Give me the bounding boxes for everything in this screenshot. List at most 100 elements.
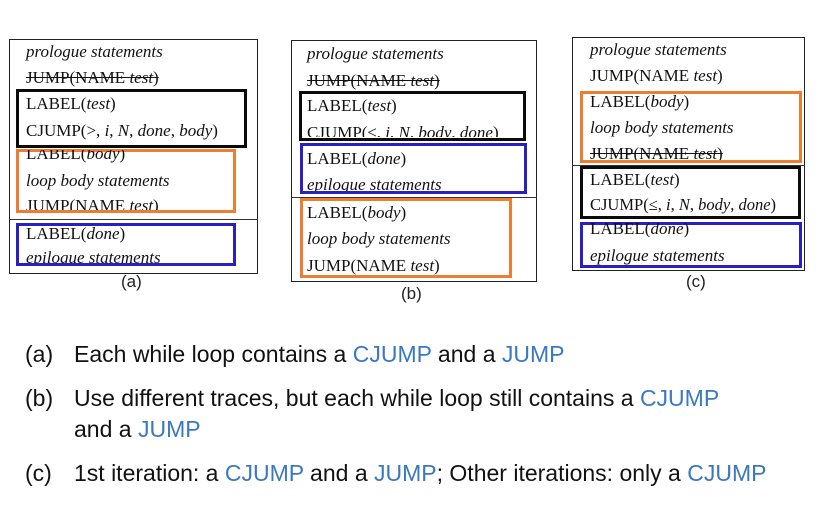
jump-close: ) — [434, 256, 440, 275]
jump-close: ) — [717, 144, 723, 160]
cjump-false-target: body — [179, 121, 213, 140]
label-arg: test — [650, 170, 675, 189]
caption-a: (a) — [121, 272, 142, 291]
label-arg: done — [650, 223, 684, 237]
note-plain: and a — [431, 341, 502, 367]
test-block-box — [16, 89, 247, 148]
label-kw: LABEL( — [307, 149, 368, 168]
jump-target: test — [693, 66, 718, 85]
cjump-close: ) — [770, 195, 777, 214]
note-plain: Use different traces, but each while loo… — [74, 385, 640, 411]
cjump-i: i — [385, 123, 391, 137]
cjump-n: N — [678, 195, 690, 214]
label-body: LABEL(body) — [26, 150, 125, 164]
jump-close: ) — [153, 196, 159, 210]
test-block-box — [580, 166, 801, 219]
epilogue-label: epilogue statements — [26, 248, 161, 263]
jump-target: test — [410, 71, 435, 90]
body-block-box — [300, 198, 512, 278]
label-close: ) — [674, 170, 680, 189]
note-tag: (c) — [25, 460, 52, 486]
note-plain: and a — [74, 416, 138, 442]
jump-name: JUMP(NAME — [26, 68, 130, 87]
jump-target: test — [693, 144, 718, 160]
jump-test: JUMP(NAME test) — [590, 66, 723, 86]
panel-c-divider — [572, 165, 805, 166]
note-text: Use different traces, but each while loo… — [74, 383, 754, 445]
jump-test-struck: JUMP(NAME test) — [590, 144, 723, 160]
note-tag: (a) — [25, 341, 54, 367]
jump-target: test — [410, 256, 435, 275]
cjump-close: ) — [492, 123, 499, 137]
jump-target: test — [129, 68, 154, 87]
caption-b: (b) — [401, 284, 422, 303]
note-text: 1st iteration: a CJUMP and a JUMP; Other… — [74, 458, 794, 489]
cjump-op: CJUMP(≤, — [307, 123, 386, 137]
cjump-sep: , — [170, 121, 180, 140]
panel-b-frame — [291, 40, 537, 282]
label-arg: test — [86, 94, 111, 113]
epilogue-label: epilogue statements — [307, 175, 442, 191]
jump-test-struck: JUMP(NAME test) — [307, 71, 440, 91]
jump-test-struck: JUMP(NAME test) — [26, 68, 159, 88]
done-block-box — [16, 223, 236, 266]
cjump-sep: , — [109, 121, 118, 140]
panel-c-frame — [572, 37, 805, 271]
label-kw: LABEL( — [590, 170, 651, 189]
cjump-op: CJUMP(≤, — [590, 195, 666, 214]
jump-close: ) — [717, 66, 723, 85]
label-done: LABEL(done) — [307, 149, 406, 169]
cjump-close: ) — [212, 121, 218, 140]
cjump-statement: CJUMP(>, i, N, done, body) — [26, 121, 218, 141]
body-block-box — [16, 149, 236, 213]
jump-target: test — [129, 196, 154, 210]
keyword-jump: JUMP — [374, 460, 437, 486]
note-plain: Each while loop contains a — [74, 341, 353, 367]
keyword-cjump: CJUMP — [639, 385, 719, 411]
keyword-cjump: CJUMP — [687, 460, 767, 486]
label-close: ) — [119, 150, 126, 163]
label-kw: LABEL( — [26, 150, 87, 163]
label-kw: LABEL( — [590, 92, 651, 111]
label-test: LABEL(test) — [307, 96, 397, 116]
jump-close: ) — [153, 68, 159, 87]
panel-b-divider — [291, 197, 537, 198]
label-kw: LABEL( — [590, 223, 651, 237]
prologue-text: prologue statements — [307, 44, 444, 63]
test-block-box — [299, 91, 526, 141]
keyword-jump: JUMP — [137, 416, 201, 442]
label-test: LABEL(test) — [590, 170, 680, 190]
jump-name: JUMP(NAME — [26, 196, 130, 210]
note-plain: 1st iteration: a — [74, 460, 225, 486]
label-kw: LABEL( — [26, 94, 87, 113]
cjump-sep: , — [670, 195, 679, 214]
cjump-true-target: body — [698, 195, 731, 214]
label-body: LABEL(body) — [307, 203, 406, 223]
label-close: ) — [119, 224, 126, 243]
label-close: ) — [683, 92, 690, 111]
body-block-box — [580, 91, 802, 163]
keyword-cjump: CJUMP — [224, 460, 304, 486]
label-arg: done — [367, 149, 401, 168]
note-tag: (b) — [25, 385, 54, 411]
label-arg: body — [86, 150, 120, 163]
cjump-sep: , — [730, 195, 739, 214]
caption-c: (c) — [686, 272, 706, 291]
label-close: ) — [110, 94, 116, 113]
jump-name: JUMP(NAME — [307, 256, 411, 275]
keyword-cjump: CJUMP — [352, 341, 432, 367]
cjump-op: CJUMP(>, — [26, 121, 105, 140]
jump-test: JUMP(NAME test) — [26, 196, 159, 210]
label-close: ) — [400, 149, 407, 168]
cjump-sep: , — [409, 123, 419, 137]
loop-body-text: loop body statements — [307, 229, 451, 248]
cjump-true-target: body — [418, 123, 452, 137]
cjump-true-target: done — [137, 121, 171, 140]
cjump-sep: , — [129, 121, 138, 140]
cjump-sep: , — [390, 123, 399, 137]
note-plain: ; Other iterations: only a — [436, 460, 688, 486]
label-kw: LABEL( — [26, 224, 87, 243]
cjump-sep: , — [451, 123, 460, 137]
prologue-text: prologue statements — [590, 40, 727, 59]
label-body: LABEL(body) — [590, 92, 689, 112]
